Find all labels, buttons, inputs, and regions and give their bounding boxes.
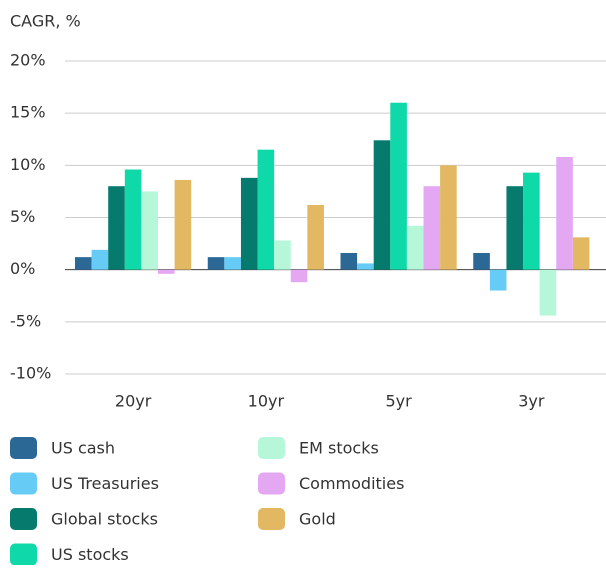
bar — [523, 172, 540, 270]
bar — [473, 252, 490, 270]
bar — [307, 204, 324, 270]
y-tick-label: -10% — [10, 364, 51, 383]
bar — [91, 249, 109, 270]
bar — [75, 257, 92, 270]
y-tick-label: 20% — [10, 51, 46, 70]
bar — [406, 225, 424, 270]
x-tick-label: 3yr — [518, 392, 545, 411]
bar — [539, 269, 557, 316]
bar — [290, 269, 308, 283]
y-tick-label: 15% — [10, 103, 46, 122]
bar — [572, 237, 590, 270]
bar — [390, 102, 407, 270]
legend-label: Global stocks — [51, 510, 158, 529]
bar — [224, 257, 241, 270]
bar — [440, 165, 457, 270]
bar — [556, 156, 573, 270]
y-tick-label: -5% — [10, 311, 41, 330]
legend-label: Commodities — [299, 474, 404, 493]
bar — [340, 252, 358, 270]
bar — [124, 169, 142, 270]
bar — [240, 177, 258, 270]
bar — [174, 179, 192, 270]
bar — [257, 149, 275, 270]
x-tick-label: 10yr — [248, 392, 285, 411]
legend-swatch — [10, 508, 37, 530]
legend-swatch — [10, 472, 37, 495]
legend-label: EM stocks — [299, 439, 379, 458]
legend-swatch — [258, 508, 285, 530]
x-tick-label: 5yr — [385, 392, 412, 411]
legend-label: US stocks — [51, 545, 129, 564]
bar — [489, 269, 507, 291]
bar — [108, 186, 125, 270]
y-tick-label: 5% — [10, 207, 35, 226]
y-tick-label: 0% — [10, 259, 35, 278]
legend-swatch — [258, 437, 285, 459]
legend-swatch — [10, 437, 37, 459]
bar — [357, 263, 374, 270]
y-axis-label: CAGR, % — [10, 12, 81, 31]
legend-label: US Treasuries — [51, 474, 159, 493]
bar — [506, 186, 524, 270]
bar — [423, 186, 441, 270]
bar — [274, 240, 291, 270]
legend-swatch — [10, 543, 37, 566]
legend-label: US cash — [51, 439, 115, 458]
bar — [373, 140, 391, 270]
legend-swatch — [258, 472, 285, 495]
bar — [207, 257, 225, 270]
bar — [141, 191, 158, 270]
x-tick-label: 20yr — [115, 392, 152, 411]
y-tick-label: 10% — [10, 155, 46, 174]
bar — [158, 269, 175, 274]
legend-label: Gold — [299, 510, 336, 529]
